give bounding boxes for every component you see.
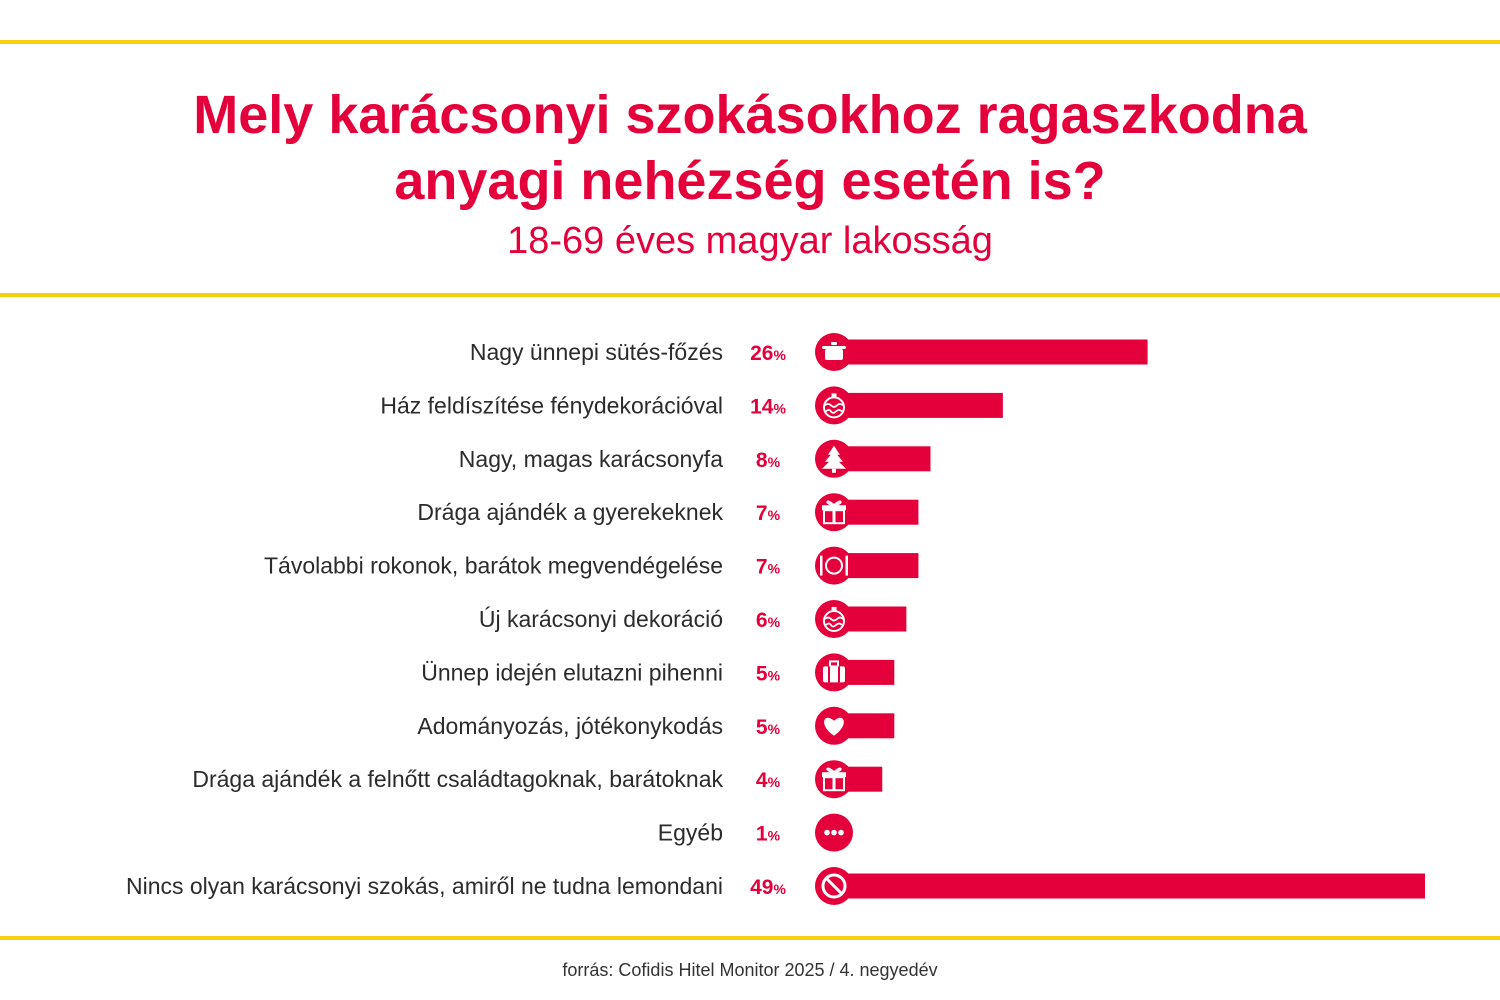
ornament-icon xyxy=(815,600,853,638)
category-label: Ház feldíszítése fénydekorációval xyxy=(380,392,723,418)
category-label: Adományozás, jótékonykodás xyxy=(417,713,723,739)
chart-title: Mely karácsonyi szokásokhoz ragaszkodna … xyxy=(0,82,1500,214)
category-label: Nagy ünnepi sütés-főzés xyxy=(470,339,723,365)
category-label: Drága ajándék a felnőtt családtagoknak, … xyxy=(192,766,723,792)
category-label: Drága ajándék a gyerekeknek xyxy=(417,499,723,525)
footer-rule xyxy=(0,936,1500,940)
value-label: 14% xyxy=(750,395,786,418)
category-label: Nagy, magas karácsonyfa xyxy=(459,446,723,472)
chart-subtitle: 18-69 éves magyar lakosság xyxy=(507,220,993,262)
gift-icon xyxy=(815,493,853,532)
header-bottom-rule xyxy=(0,293,1500,297)
bar xyxy=(834,392,1003,418)
value-label: 5% xyxy=(756,716,781,739)
source-note: forrás: Cofidis Hitel Monitor 2025 / 4. … xyxy=(562,960,938,980)
category-label: Ünnep idején elutazni pihenni xyxy=(421,659,723,685)
plate-cutlery-icon xyxy=(815,546,853,585)
value-label: 8% xyxy=(756,449,781,472)
value-label: 1% xyxy=(756,823,781,846)
suitcase-icon xyxy=(815,653,853,692)
top-rule xyxy=(0,40,1500,44)
more-dots-icon xyxy=(815,813,853,852)
category-label: Új karácsonyi dekoráció xyxy=(479,606,723,632)
value-label: 6% xyxy=(756,609,781,632)
christmas-tree-icon xyxy=(815,439,853,478)
cooking-pot-icon xyxy=(815,333,853,371)
value-label: 26% xyxy=(750,342,786,365)
category-label: Nincs olyan karácsonyi szokás, amiről ne… xyxy=(126,873,723,899)
bar xyxy=(834,873,1425,899)
gift-icon xyxy=(815,760,853,799)
category-label: Távolabbi rokonok, barátok megvendégelés… xyxy=(264,553,723,579)
no-sign-icon xyxy=(815,867,853,905)
value-label: 7% xyxy=(756,502,781,525)
chart-title-line-2: anyagi nehézség esetén is? xyxy=(394,151,1106,211)
value-label: 5% xyxy=(756,662,781,685)
chart-title-line-1: Mely karácsonyi szokásokhoz ragaszkodna xyxy=(193,85,1307,145)
category-label: Egyéb xyxy=(658,820,723,846)
ornament-icon xyxy=(815,386,853,425)
value-label: 49% xyxy=(750,876,786,899)
value-label: 7% xyxy=(756,556,781,579)
bar xyxy=(834,339,1148,365)
value-label: 4% xyxy=(756,769,781,792)
heart-icon xyxy=(815,706,853,745)
